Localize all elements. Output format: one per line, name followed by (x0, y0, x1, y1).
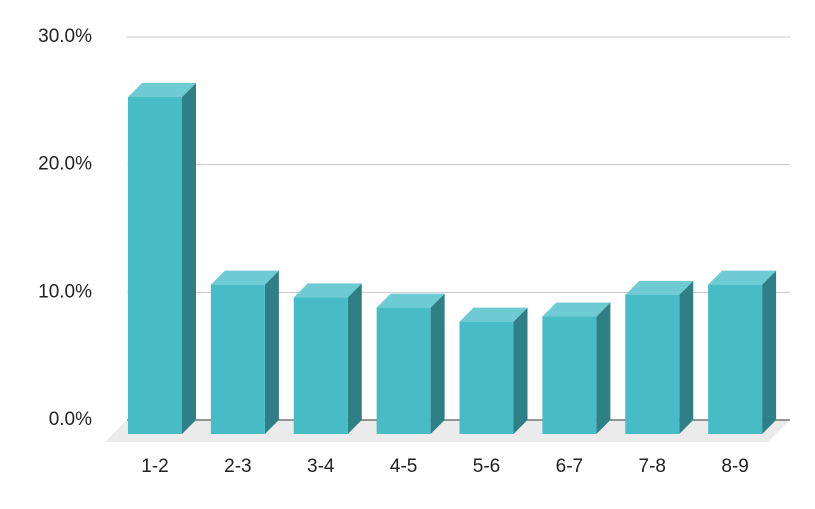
bar (293, 283, 362, 434)
bar-front (625, 294, 680, 434)
y-tick-label: 20.0% (38, 154, 92, 175)
bar-side (182, 82, 196, 435)
bar-top (542, 302, 611, 317)
bar-side (430, 293, 445, 434)
bar-side (264, 270, 279, 434)
x-tick-label: 3-4 (307, 456, 335, 477)
bar-side (762, 270, 777, 434)
y-tick-label: 30.0% (38, 26, 92, 47)
bar (376, 293, 445, 434)
bar-top (376, 293, 445, 308)
y-tick-label: 0.0% (49, 409, 92, 430)
bar-front (708, 284, 763, 434)
x-tick-label: 2-3 (224, 456, 251, 477)
bar-front (542, 316, 597, 434)
x-tick-label: 4-5 (390, 456, 417, 477)
bar-top (210, 270, 279, 285)
bar (128, 82, 196, 435)
bar (210, 270, 279, 434)
bar-top (293, 283, 362, 298)
bar (542, 302, 611, 434)
bar (625, 280, 694, 434)
x-tick-label: 7-8 (639, 456, 666, 477)
bar-top (459, 307, 528, 322)
bar-top (708, 270, 777, 285)
bar-front (376, 307, 431, 434)
bar (708, 270, 777, 434)
bar-side (347, 283, 362, 434)
x-tick-label: 5-6 (473, 456, 500, 477)
bar-front (210, 284, 265, 434)
bar-top (625, 280, 694, 295)
bar-side (596, 302, 611, 434)
bar-front (128, 96, 182, 435)
x-tick-label: 6-7 (556, 456, 583, 477)
x-tick-label: 8-9 (721, 456, 748, 477)
bar-side (679, 280, 694, 434)
y-tick-label: 10.0% (38, 281, 92, 302)
x-tick-label: 1-2 (141, 456, 168, 477)
bar-front (293, 297, 348, 434)
bar (459, 307, 528, 434)
bar-top (128, 82, 196, 97)
bar-front (459, 321, 514, 434)
floor (105, 420, 790, 442)
bar-side (513, 307, 528, 434)
